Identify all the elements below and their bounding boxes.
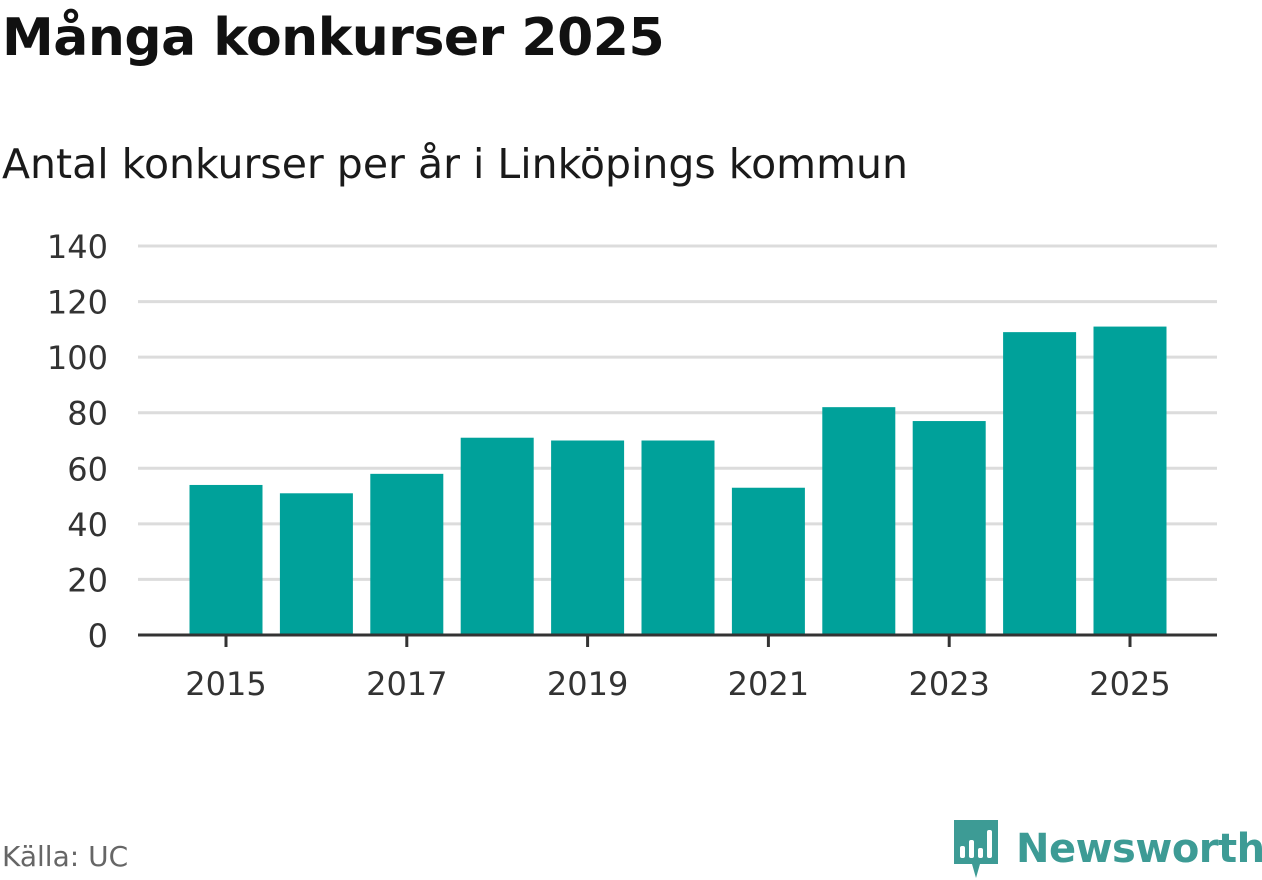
y-tick-label-120: 120 — [47, 284, 108, 322]
bar-2019 — [551, 440, 625, 635]
y-tick-label-140: 140 — [47, 228, 108, 266]
x-tick-label-2021: 2021 — [728, 665, 809, 703]
newsworthy-logo-icon — [954, 820, 998, 878]
chart-subtitle: Antal konkurser per år i Linköpings komm… — [2, 140, 909, 188]
y-tick-label-0: 0 — [88, 617, 108, 655]
brand-name: Newsworthy — [1016, 826, 1262, 872]
bar-2018 — [460, 437, 534, 635]
y-tick-label-100: 100 — [47, 339, 108, 377]
bar-2015 — [189, 484, 263, 635]
y-tick-label-40: 40 — [67, 506, 108, 544]
source-note: Källa: UC — [2, 840, 129, 873]
y-tick-label-20: 20 — [67, 561, 108, 599]
bar-2023 — [912, 421, 986, 635]
bar-2020 — [641, 440, 715, 635]
x-tick-label-2015: 2015 — [185, 665, 266, 703]
x-tick-label-2017: 2017 — [366, 665, 447, 703]
bar-2021 — [731, 487, 805, 635]
x-axis — [138, 633, 1217, 647]
bar-2016 — [279, 493, 353, 635]
y-tick-label-60: 60 — [67, 450, 108, 488]
x-axis-labels: 2015 2017 2019 2021 2023 2025 — [185, 665, 1170, 703]
y-axis-labels: 0 20 40 60 80 100 120 140 — [47, 228, 108, 655]
bar-2017 — [370, 473, 444, 635]
x-tick-label-2023: 2023 — [908, 665, 989, 703]
bar-2022 — [822, 407, 896, 635]
bar-2024 — [1003, 332, 1077, 635]
y-tick-label-80: 80 — [67, 395, 108, 433]
bar-2025 — [1093, 326, 1167, 635]
brand-logo: Newsworthy — [950, 818, 1262, 880]
x-tick-label-2025: 2025 — [1089, 665, 1170, 703]
x-tick-label-2019: 2019 — [547, 665, 628, 703]
chart-title: Många konkurser 2025 — [2, 8, 665, 68]
bars — [189, 326, 1167, 635]
